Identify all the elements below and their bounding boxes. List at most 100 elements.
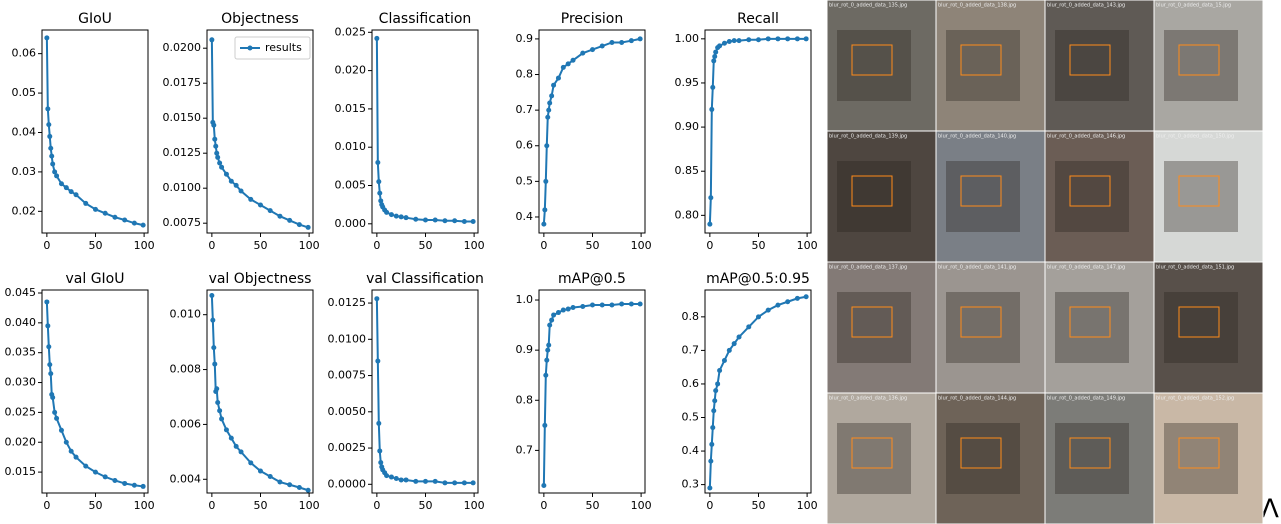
series-line [47, 38, 143, 225]
y-tick-label: 0.010 [170, 308, 202, 321]
point [707, 222, 712, 227]
tile-label: blur_rot_0_added_data_135.jpg [829, 3, 907, 9]
chart-title: Recall [737, 11, 779, 27]
tile-shade [837, 423, 911, 494]
x-tick-label: 50 [751, 239, 765, 252]
point [413, 479, 418, 484]
y-tick-label: 0.4 [682, 444, 700, 457]
point [46, 122, 51, 127]
point [297, 485, 302, 490]
y-tick-label: 0.7 [516, 443, 534, 456]
y-tick-label: 0.95 [675, 76, 700, 89]
point [710, 85, 715, 90]
y-tick-label: 0.0100 [328, 332, 367, 345]
point [209, 37, 214, 42]
series-line [544, 304, 640, 485]
point [49, 154, 54, 159]
point [547, 101, 552, 106]
point [717, 43, 722, 48]
tile-label: blur_rot_0_added_data_141.jpg [938, 265, 1016, 271]
point [374, 36, 379, 41]
x-tick-label: 0 [540, 239, 547, 252]
y-tick-label: 0.020 [335, 64, 367, 77]
y-tick-label: 0.025 [335, 25, 367, 38]
tile-shade [1164, 423, 1238, 494]
point [45, 323, 50, 328]
point [211, 123, 216, 128]
point [224, 172, 229, 177]
point [277, 214, 282, 219]
y-tick-label: 1.0 [516, 293, 534, 306]
y-tick-label: 0.9 [516, 343, 534, 356]
point [756, 314, 761, 319]
point [389, 212, 394, 217]
corner-mark: Λ [1261, 495, 1279, 524]
point [545, 115, 550, 120]
x-tick-label: 100 [631, 499, 652, 512]
point [141, 484, 146, 489]
point [433, 217, 438, 222]
y-tick-label: 0.85 [675, 164, 700, 177]
point [775, 36, 780, 41]
point [561, 308, 566, 313]
point [462, 219, 467, 224]
x-tick-label: 100 [631, 239, 652, 252]
y-tick-label: 0.030 [5, 376, 37, 389]
point [619, 40, 624, 45]
point [211, 345, 216, 350]
y-tick-label: 0.7 [516, 103, 534, 116]
x-tick-label: 50 [253, 239, 267, 252]
point [712, 54, 717, 59]
y-tick-label: 0.8 [516, 393, 534, 406]
point [394, 476, 399, 481]
y-tick-label: 0.7 [682, 343, 700, 356]
y-tick-label: 0.0000 [328, 477, 367, 490]
x-tick-label: 0 [43, 239, 50, 252]
point [756, 37, 761, 42]
tile-shade [946, 161, 1020, 232]
point [287, 482, 292, 487]
point [210, 318, 215, 323]
y-tick-label: 0.0125 [163, 146, 202, 159]
point [709, 107, 714, 112]
tile-label: blur_rot_0_added_data_139.jpg [829, 134, 907, 140]
point [785, 36, 790, 41]
chart-title: val GIoU [66, 271, 125, 287]
point [50, 395, 55, 400]
tile-label: blur_rot_0_added_data_149.jpg [1047, 396, 1125, 402]
point [376, 421, 381, 426]
point [45, 106, 50, 111]
point [258, 469, 263, 474]
point [471, 480, 476, 485]
point [722, 358, 727, 363]
point [384, 473, 389, 478]
point [561, 65, 566, 70]
point [239, 449, 244, 454]
y-tick-label: 0.045 [5, 286, 37, 299]
x-tick-label: 50 [418, 499, 432, 512]
chart-title: Classification [379, 11, 472, 27]
point [452, 218, 457, 223]
point [462, 480, 467, 485]
point [377, 448, 382, 453]
point [737, 334, 742, 339]
y-tick-label: 0.008 [170, 363, 202, 376]
point [471, 219, 476, 224]
series-line [377, 299, 473, 483]
point [804, 294, 809, 299]
series-line [710, 297, 806, 488]
x-tick-label: 0 [43, 499, 50, 512]
tile-label: blur_rot_0_added_data_15.jpg [1156, 3, 1231, 9]
y-tick-label: 0.015 [335, 102, 367, 115]
point [93, 470, 98, 475]
point [571, 305, 576, 310]
y-tick-label: 0.004 [170, 472, 202, 485]
chart-title: mAP@0.5:0.95 [706, 271, 810, 287]
y-tick-label: 0.010 [335, 140, 367, 153]
point [141, 223, 146, 228]
tile-shade [1055, 292, 1129, 363]
point [217, 408, 222, 413]
x-tick-label: 50 [88, 239, 102, 252]
point [384, 210, 389, 215]
y-tick-label: 0.006 [170, 417, 202, 430]
